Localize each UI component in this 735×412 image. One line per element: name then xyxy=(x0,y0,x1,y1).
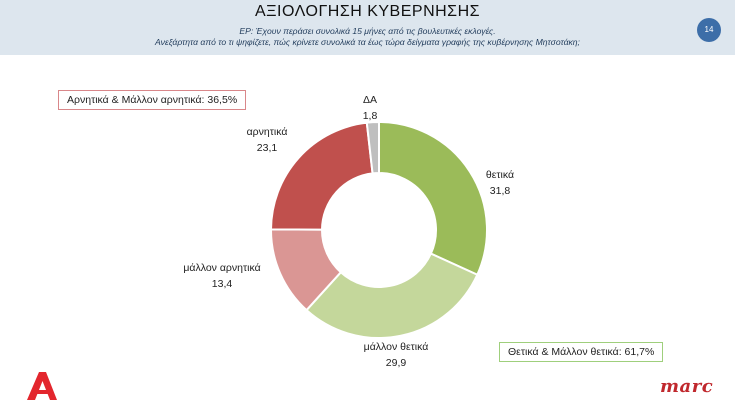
marc-logo: marc xyxy=(660,376,714,397)
slice-label-4: αρνητικά xyxy=(247,126,288,138)
question-line-2: Ανεξάρτητα από το τι ψηφίζετε, πώς κρίνε… xyxy=(155,37,580,47)
slice-1 xyxy=(378,120,488,277)
question-line-1: ΕΡ: Έχουν περάσει συνολικά 15 μήνες από … xyxy=(239,26,496,36)
slice-label-1: θετικά xyxy=(486,169,514,181)
slice-value-2: 29,9 xyxy=(386,357,407,369)
page-title: ΑΞΙΟΛΟΓΗΣΗ ΚΥΒΕΡΝΗΣΗΣ xyxy=(254,3,481,20)
page-number-badge: 14 xyxy=(697,18,721,42)
slice-value-1: 31,8 xyxy=(490,185,511,197)
slice-value-4: 23,1 xyxy=(257,142,278,154)
header-band: ΑΞΙΟΛΟΓΗΣΗ ΚΥΒΕΡΝΗΣΗΣ ΕΡ: Έχουν περάσει … xyxy=(0,0,735,55)
slice-label-5: ΔΑ xyxy=(363,94,377,106)
slice-value-5: 1,8 xyxy=(363,110,378,122)
slice-label-2: μάλλον θετικά xyxy=(364,341,429,353)
negative-summary-box: Αρνητικά & Μάλλον αρνητικά: 36,5% xyxy=(58,90,247,110)
slice-4 xyxy=(269,121,374,231)
alpha-logo-icon: Α xyxy=(27,372,57,400)
slice-value-3: 13,4 xyxy=(212,278,233,290)
slice-5 xyxy=(365,120,380,175)
slice-label-3: μάλλον αρνητικά xyxy=(183,262,260,274)
positive-summary-box: Θετικά & Μάλλον θετικά: 61,7% xyxy=(499,342,664,362)
slice-2 xyxy=(305,252,479,339)
